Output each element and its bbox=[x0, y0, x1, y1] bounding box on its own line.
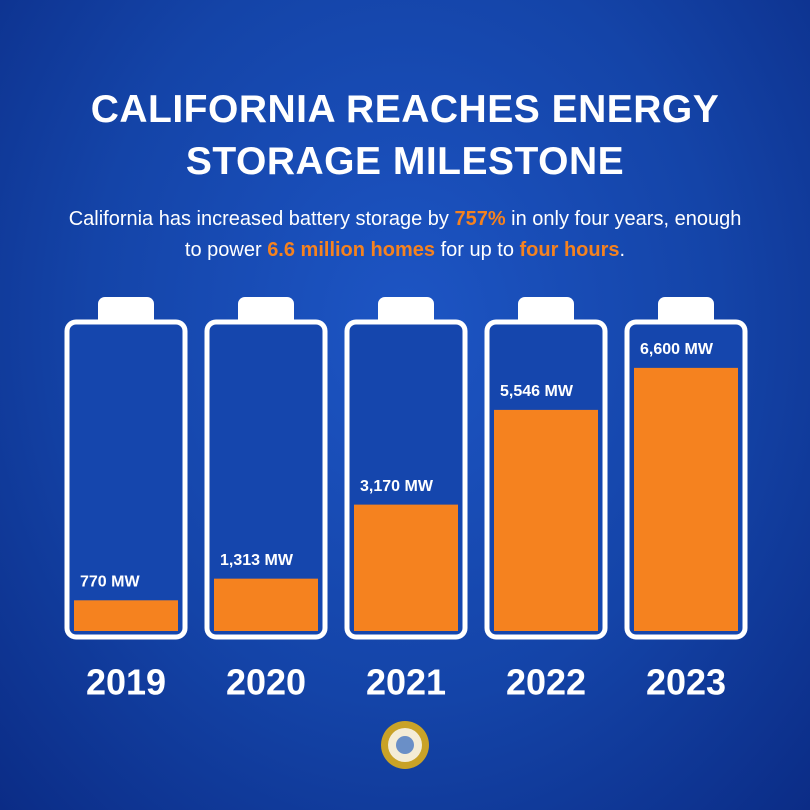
subtitle-text: for up to bbox=[435, 239, 520, 261]
subtitle-highlight: four hours bbox=[519, 239, 620, 261]
seal-emblem bbox=[396, 736, 414, 754]
subtitle-text: . bbox=[619, 239, 626, 261]
subtitle-highlight: 6.6 million homes bbox=[267, 239, 436, 261]
subtitle-text: in only four years, enough to power bbox=[184, 208, 742, 261]
x-tick-label: 2021 bbox=[366, 662, 446, 703]
battery-body bbox=[204, 319, 328, 640]
battery-fill bbox=[494, 409, 598, 631]
x-tick-label: 2023 bbox=[646, 662, 726, 703]
battery-fill bbox=[74, 600, 178, 631]
seal bbox=[381, 721, 429, 769]
battery-fill bbox=[634, 367, 738, 631]
value-label: 1,313 MW bbox=[220, 552, 294, 569]
battery-body bbox=[64, 319, 188, 640]
value-label: 6,600 MW bbox=[640, 341, 714, 358]
subtitle-text: California has increased battery storage… bbox=[68, 208, 455, 230]
battery-fill bbox=[354, 504, 458, 631]
value-label: 5,546 MW bbox=[500, 383, 574, 400]
subtitle-highlight: 757% bbox=[454, 208, 506, 230]
x-tick-label: 2022 bbox=[506, 662, 586, 703]
value-label: 3,170 MW bbox=[360, 478, 434, 495]
x-tick-label: 2019 bbox=[86, 662, 166, 703]
value-label: 770 MW bbox=[80, 574, 140, 591]
chart-title: CALIFORNIA REACHES ENERGY STORAGE MILEST… bbox=[90, 88, 720, 183]
battery-fill bbox=[214, 578, 318, 631]
x-tick-label: 2020 bbox=[226, 662, 306, 703]
chart-subtitle: California has increased battery storage… bbox=[60, 204, 750, 266]
